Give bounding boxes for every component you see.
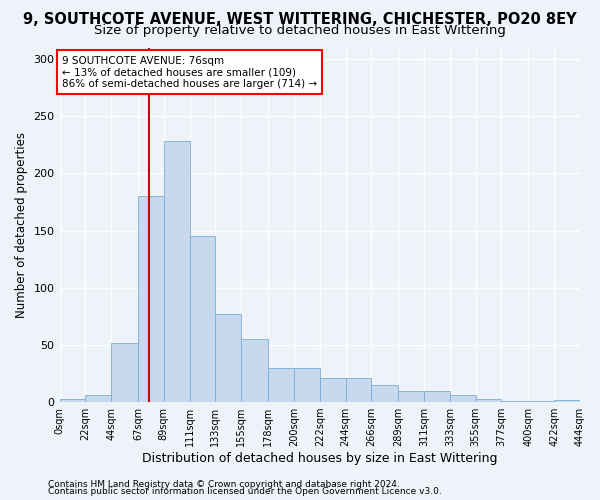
Bar — [215, 314, 241, 402]
Text: 9, SOUTHCOTE AVENUE, WEST WITTERING, CHICHESTER, PO20 8EY: 9, SOUTHCOTE AVENUE, WEST WITTERING, CHI… — [23, 12, 577, 28]
Bar — [554, 400, 580, 402]
Bar — [320, 378, 346, 402]
Bar — [190, 236, 215, 402]
Bar — [164, 142, 190, 402]
Bar — [424, 390, 450, 402]
Bar — [502, 401, 529, 402]
Bar — [85, 395, 111, 402]
Bar — [111, 342, 138, 402]
Text: 9 SOUTHCOTE AVENUE: 76sqm
← 13% of detached houses are smaller (109)
86% of semi: 9 SOUTHCOTE AVENUE: 76sqm ← 13% of detac… — [62, 56, 317, 88]
Bar — [346, 378, 371, 402]
Bar — [371, 385, 398, 402]
Bar — [241, 339, 268, 402]
Text: Contains public sector information licensed under the Open Government Licence v3: Contains public sector information licen… — [48, 487, 442, 496]
Bar — [138, 196, 164, 402]
Bar — [268, 368, 294, 402]
X-axis label: Distribution of detached houses by size in East Wittering: Distribution of detached houses by size … — [142, 452, 497, 465]
Bar — [450, 395, 476, 402]
Bar — [59, 398, 85, 402]
Bar — [529, 401, 554, 402]
Bar — [294, 368, 320, 402]
Bar — [398, 390, 424, 402]
Bar — [476, 398, 502, 402]
Text: Size of property relative to detached houses in East Wittering: Size of property relative to detached ho… — [94, 24, 506, 37]
Y-axis label: Number of detached properties: Number of detached properties — [15, 132, 28, 318]
Text: Contains HM Land Registry data © Crown copyright and database right 2024.: Contains HM Land Registry data © Crown c… — [48, 480, 400, 489]
